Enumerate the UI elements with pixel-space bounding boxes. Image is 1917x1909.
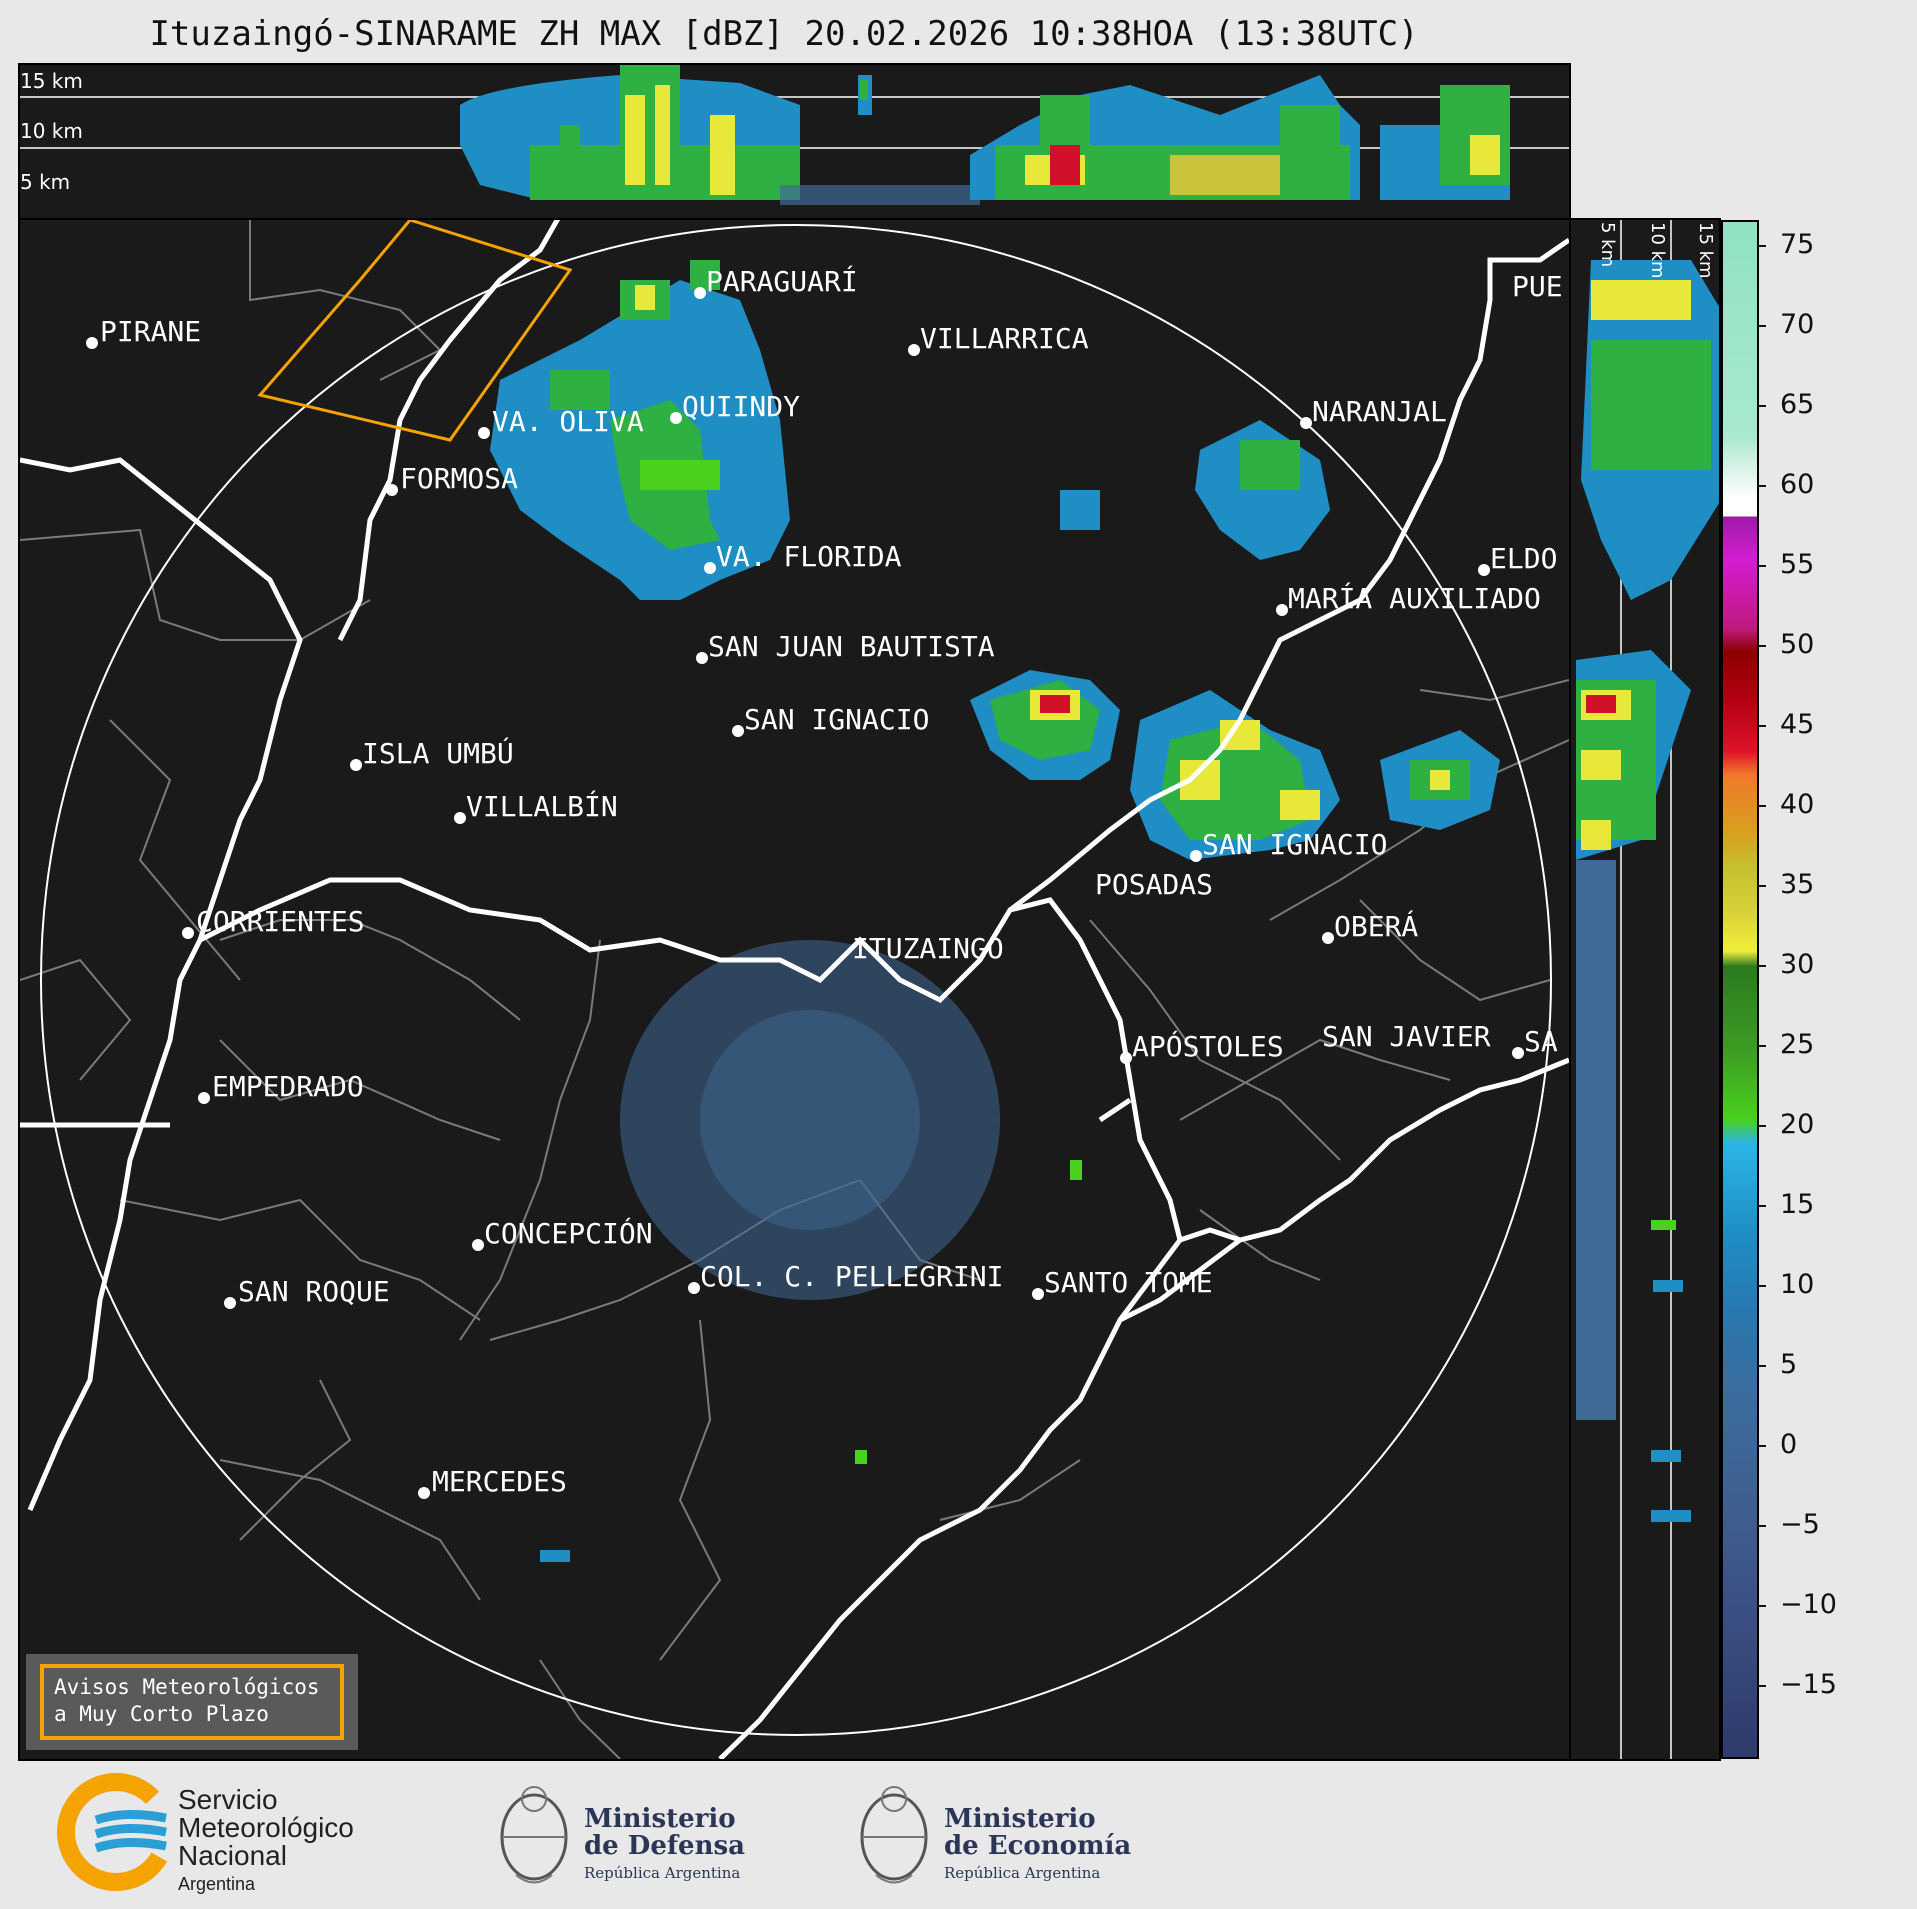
xsec-top-10km: 10 km	[20, 119, 83, 143]
right-cross-section: 5 km 10 km 15 km	[1569, 218, 1721, 1761]
right-cross-section-echoes	[1576, 220, 1719, 1759]
xsec-top-15km: 15 km	[20, 69, 83, 93]
echo-cluster-nw	[490, 260, 790, 600]
xsec-right-10km: 10 km	[1647, 222, 1668, 279]
warning-polygon	[257, 220, 573, 442]
admin-borders	[20, 220, 1569, 1759]
ministerio-economia: Ministerio de Economía República Argenti…	[944, 1804, 1132, 1883]
echo-cluster-ne	[1060, 420, 1330, 560]
rivers	[20, 220, 1569, 1759]
smn-name: Servicio Meteorológico Nacional Argentin…	[178, 1784, 354, 1895]
top-cross-section: 15 km 10 km 5 km	[18, 63, 1571, 220]
coat-of-arms-icon	[500, 1786, 568, 1884]
colorbar	[1721, 220, 1759, 1759]
smn-logo-icon	[56, 1773, 175, 1891]
radar-map-canvas	[20, 220, 1569, 1759]
map-title: Ituzaingó-SINARAME ZH MAX [dBZ] 20.02.20…	[149, 14, 1419, 54]
xsec-top-5km: 5 km	[20, 170, 71, 194]
echo-storm-line	[970, 670, 1500, 860]
aviso-box: Avisos Meteorológicos a Muy Corto Plazo	[26, 1654, 358, 1750]
range-ring	[40, 224, 1552, 1736]
small-echo	[1070, 1160, 1082, 1180]
coat-of-arms-icon	[860, 1786, 928, 1884]
aviso-line2: a Muy Corto Plazo	[54, 1702, 269, 1726]
aviso-line1: Avisos Meteorológicos	[54, 1675, 320, 1699]
xsec-right-5km: 5 km	[1597, 222, 1618, 268]
radar-map: PIRANE PARAGUARÍ VILLARRICA QUIINDY VA. …	[18, 218, 1571, 1761]
xsec-right-15km: 15 km	[1695, 222, 1716, 279]
top-cross-section-echoes	[20, 65, 1569, 205]
ground-clutter	[620, 940, 1000, 1300]
ministerio-defensa: Ministerio de Defensa República Argentin…	[584, 1804, 745, 1883]
